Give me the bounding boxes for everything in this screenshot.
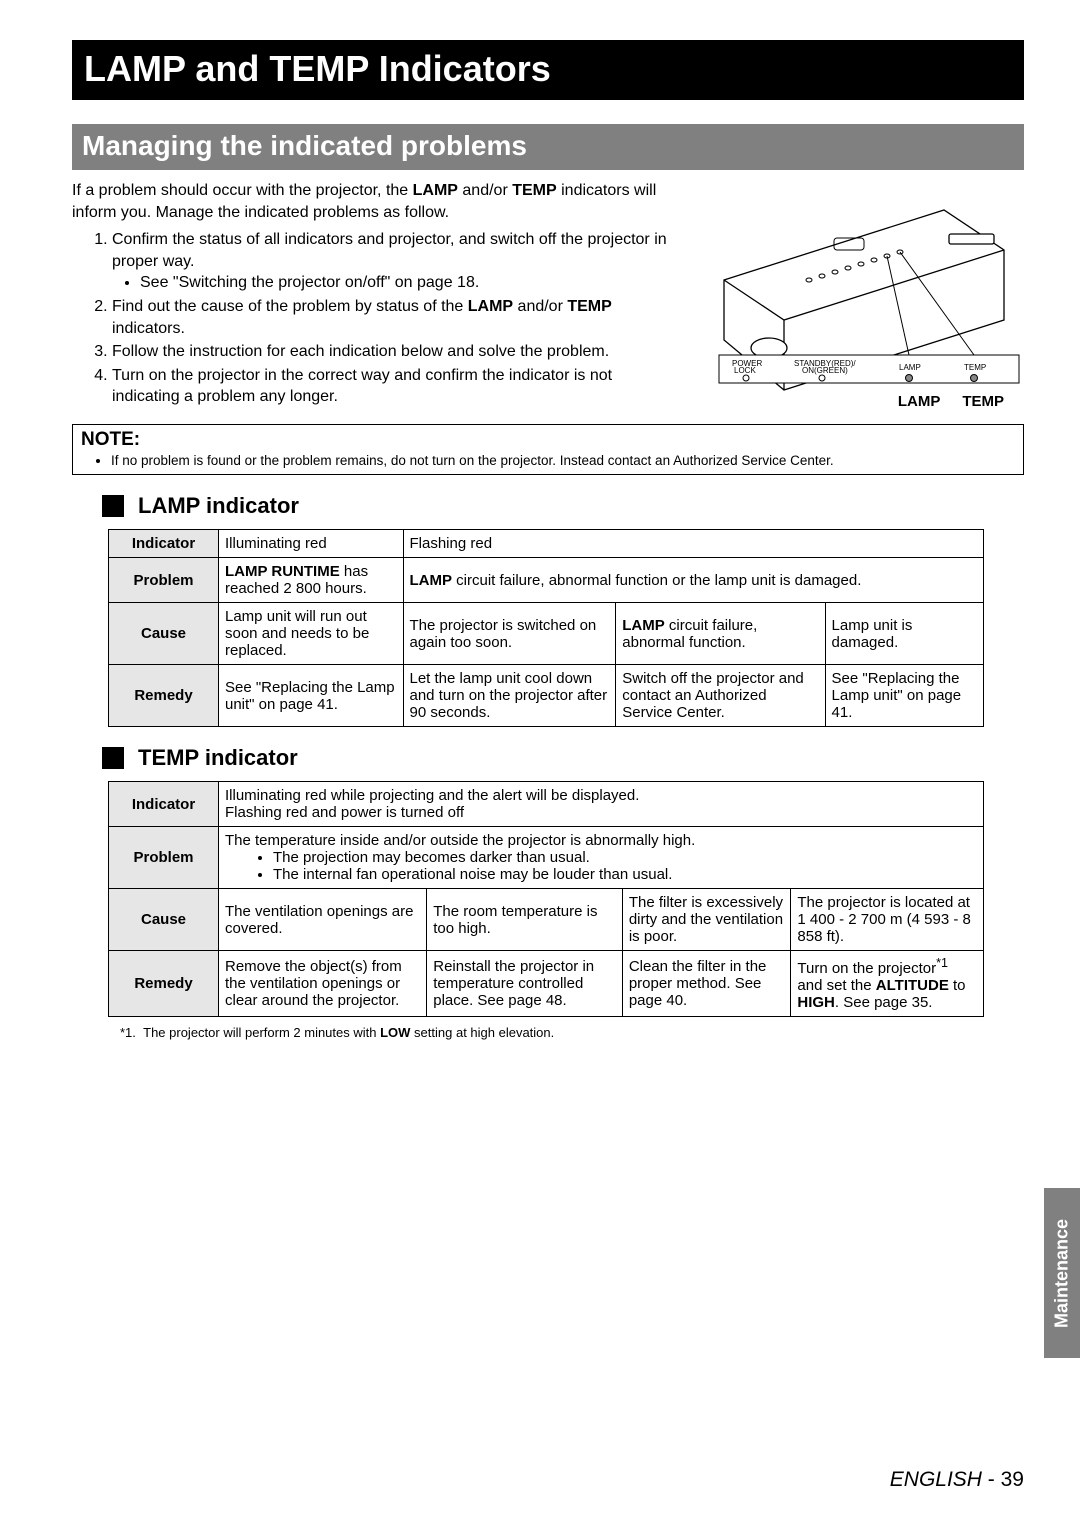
- section-heading: Managing the indicated problems: [72, 124, 1024, 170]
- intro-block: If a problem should occur with the proje…: [72, 180, 674, 410]
- cell: LAMP RUNTIME has reached 2 800 hours.: [219, 558, 404, 603]
- cell: Reinstall the projector in temperature c…: [427, 951, 623, 1017]
- table-row: Remedy Remove the object(s) from the ven…: [109, 951, 984, 1017]
- lamp-indicator-heading: LAMP indicator: [102, 493, 1024, 519]
- intro-lead: If a problem should occur with the proje…: [72, 180, 674, 223]
- row-header: Cause: [109, 889, 219, 951]
- table-row: Cause The ventilation openings are cover…: [109, 889, 984, 951]
- cell: The room temperature is too high.: [427, 889, 623, 951]
- bullet: The internal fan operational noise may b…: [273, 866, 977, 883]
- row-header: Remedy: [109, 665, 219, 727]
- txt: indicators.: [112, 320, 185, 337]
- intro-item-1: Confirm the status of all indicators and…: [112, 229, 674, 294]
- txt: The temperature inside and/or outside th…: [225, 832, 695, 849]
- svg-text:LOCK: LOCK: [734, 366, 756, 375]
- txt-bold: TEMP: [567, 298, 611, 315]
- txt: to: [949, 977, 966, 994]
- cell: The filter is excessively dirty and the …: [622, 889, 791, 951]
- svg-text:ON(GREEN): ON(GREEN): [802, 366, 848, 375]
- intro-item-4: Turn on the projector in the correct way…: [112, 365, 674, 408]
- txt-bold: TEMP: [512, 182, 556, 199]
- txt-bold: LAMP: [622, 617, 665, 634]
- sup: *1: [936, 956, 948, 970]
- square-icon: [102, 495, 124, 517]
- cell: The temperature inside and/or outside th…: [219, 827, 984, 889]
- row-header: Indicator: [109, 530, 219, 558]
- bullet: The projection may becomes darker than u…: [273, 849, 977, 866]
- row-header: Remedy: [109, 951, 219, 1017]
- txt: . See page 35.: [835, 994, 933, 1011]
- page-title: LAMP and TEMP Indicators: [72, 40, 1024, 100]
- txt: Confirm the status of all indicators and…: [112, 231, 667, 270]
- table-row: Cause Lamp unit will run out soon and ne…: [109, 603, 984, 665]
- table-row: Indicator Illuminating red Flashing red: [109, 530, 984, 558]
- cell: Remove the object(s) from the ventilatio…: [219, 951, 427, 1017]
- txt: and/or: [513, 298, 567, 315]
- footnote: *1. The projector will perform 2 minutes…: [120, 1025, 1024, 1040]
- table-row: Problem The temperature inside and/or ou…: [109, 827, 984, 889]
- page-lang: ENGLISH: [890, 1468, 982, 1491]
- row-header: Problem: [109, 827, 219, 889]
- cell: See "Replacing the Lamp unit" on page 41…: [219, 665, 404, 727]
- intro-item-3: Follow the instruction for each indicati…: [112, 341, 674, 363]
- cell: Lamp unit is damaged.: [825, 603, 983, 665]
- temp-indicator-table: Indicator Illuminating red while project…: [108, 781, 984, 1017]
- heading-text: TEMP indicator: [138, 745, 298, 771]
- page-number: ENGLISH - 39: [890, 1468, 1024, 1492]
- txt-bold: ALTITUDE: [876, 977, 949, 994]
- svg-text:LAMP: LAMP: [899, 363, 921, 372]
- projector-diagram: POWER LOCK STANDBY(RED)/ ON(GREEN) LAMP …: [694, 180, 1024, 410]
- table-row: Remedy See "Replacing the Lamp unit" on …: [109, 665, 984, 727]
- cell: See "Replacing the Lamp unit" on page 41…: [825, 665, 983, 727]
- row-header: Indicator: [109, 782, 219, 827]
- cell: LAMP circuit failure, abnormal function …: [403, 558, 983, 603]
- txt: Find out the cause of the problem by sta…: [112, 298, 468, 315]
- table-row: Problem LAMP RUNTIME has reached 2 800 h…: [109, 558, 984, 603]
- cell: The projector is switched on again too s…: [403, 603, 616, 665]
- txt: and set the: [797, 977, 875, 994]
- txt-bold: HIGH: [797, 994, 835, 1011]
- lamp-indicator-table: Indicator Illuminating red Flashing red …: [108, 529, 984, 727]
- txt: Turn on the projector: [797, 960, 936, 977]
- page-num-value: - 39: [982, 1468, 1024, 1491]
- cell: LAMP circuit failure, abnormal function.: [616, 603, 825, 665]
- cell: Let the lamp unit cool down and turn on …: [403, 665, 616, 727]
- txt: Illuminating red while projecting and th…: [225, 787, 639, 804]
- txt-bold: LAMP: [468, 298, 513, 315]
- cell: The projector is located at 1 400 - 2 70…: [791, 889, 983, 951]
- txt-bold: LAMP RUNTIME: [225, 563, 340, 580]
- note-box: NOTE: If no problem is found or the prob…: [72, 424, 1024, 475]
- txt: circuit failure, abnormal function or th…: [452, 572, 861, 589]
- square-icon: [102, 747, 124, 769]
- temp-indicator-heading: TEMP indicator: [102, 745, 1024, 771]
- cell: Turn on the projector*1 and set the ALTI…: [791, 951, 983, 1017]
- cell: Illuminating red while projecting and th…: [219, 782, 984, 827]
- cell: Illuminating red: [219, 530, 404, 558]
- txt: and/or: [458, 182, 512, 199]
- intro-item-2: Find out the cause of the problem by sta…: [112, 296, 674, 339]
- txt-bold: LAMP: [413, 182, 458, 199]
- cell: Switch off the projector and contact an …: [616, 665, 825, 727]
- heading-text: LAMP indicator: [138, 493, 299, 519]
- diagram-label-temp: TEMP: [962, 393, 1004, 410]
- svg-text:TEMP: TEMP: [964, 363, 986, 372]
- txt: Flashing red and power is turned off: [225, 804, 464, 821]
- diagram-label-lamp: LAMP: [898, 393, 941, 410]
- note-text: If no problem is found or the problem re…: [111, 453, 1015, 468]
- txt: If a problem should occur with the proje…: [72, 182, 413, 199]
- note-title: NOTE:: [81, 429, 1015, 451]
- cell: Flashing red: [403, 530, 983, 558]
- cell: Lamp unit will run out soon and needs to…: [219, 603, 404, 665]
- intro-item-1-sub: See "Switching the projector on/off" on …: [140, 272, 674, 294]
- cell: Clean the filter in the proper method. S…: [622, 951, 791, 1017]
- row-header: Cause: [109, 603, 219, 665]
- txt-bold: LAMP: [410, 572, 453, 589]
- cell: The ventilation openings are covered.: [219, 889, 427, 951]
- row-header: Problem: [109, 558, 219, 603]
- table-row: Indicator Illuminating red while project…: [109, 782, 984, 827]
- side-tab-maintenance: Maintenance: [1044, 1188, 1080, 1358]
